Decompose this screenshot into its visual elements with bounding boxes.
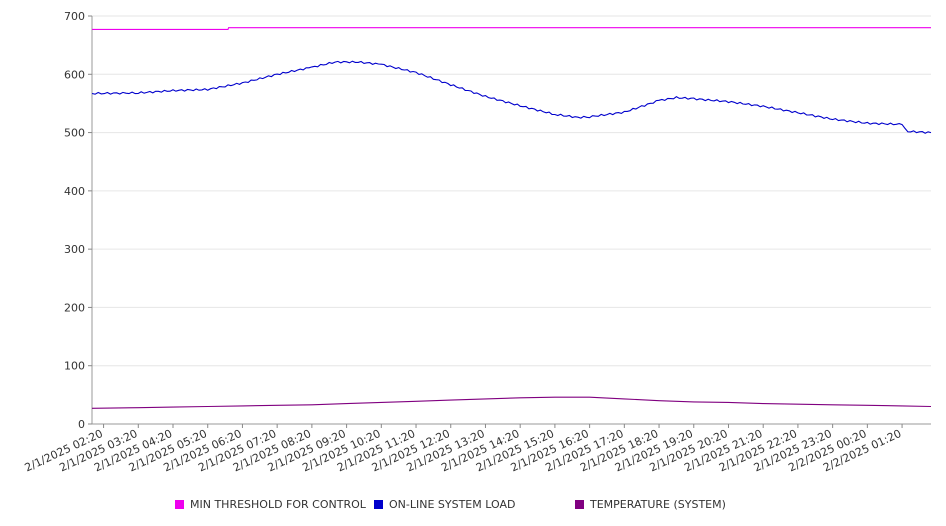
chart-legend: MIN THRESHOLD FOR CONTROL ON-LINE SYSTEM … [0,496,946,516]
series-lines [91,27,932,409]
legend-swatch [374,500,383,509]
legend-label: TEMPERATURE (SYSTEM) [590,498,726,511]
legend-label: ON-LINE SYSTEM LOAD [389,498,516,511]
legend-item: TEMPERATURE (SYSTEM) [575,498,726,511]
y-tick-label: 0 [78,418,85,431]
y-tick-label: 200 [64,301,85,314]
legend-item: MIN THRESHOLD FOR CONTROL [175,498,366,511]
y-tick-label: 400 [64,185,85,198]
series-line [91,60,932,134]
y-tick-label: 700 [64,10,85,23]
y-tick-label: 500 [64,127,85,140]
legend-item: ON-LINE SYSTEM LOAD [374,498,515,511]
gridlines [92,15,931,367]
y-tick-label: 100 [64,360,85,373]
x-axis-ticks: 2/1/2025 02:202/1/2025 03:202/1/2025 04:… [23,424,903,474]
y-tick-label: 600 [64,68,85,81]
legend-swatch [175,500,184,509]
series-line [91,396,932,409]
series-line [92,27,931,30]
y-tick-label: 300 [64,243,85,256]
y-axis-ticks: 0 100 200 300 400 500 600 700 [64,10,92,431]
axes [91,16,931,425]
legend-label: MIN THRESHOLD FOR CONTROL [190,498,366,511]
legend-swatch [575,500,584,509]
